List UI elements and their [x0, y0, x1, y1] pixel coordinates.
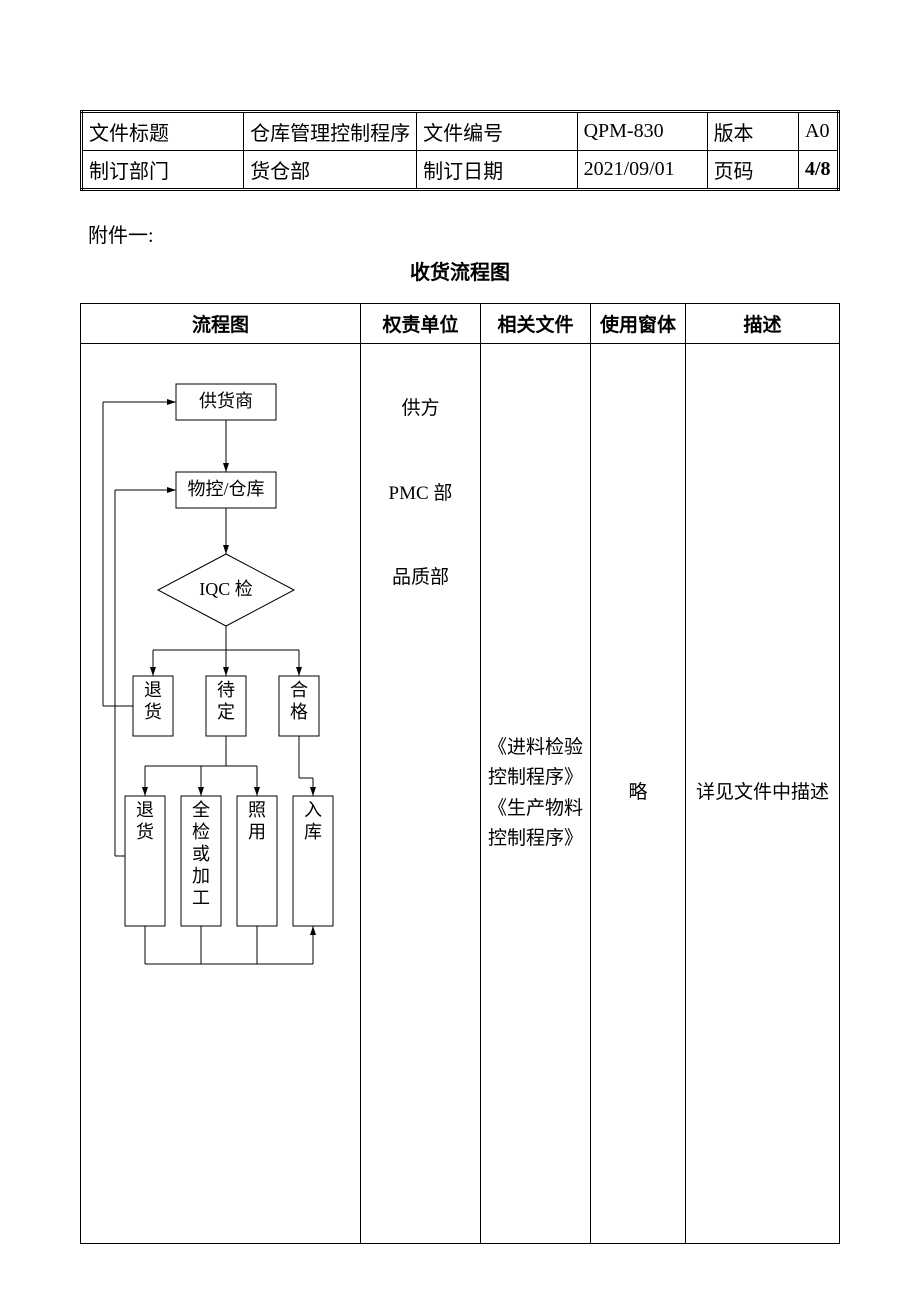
forms-text: 略	[595, 778, 681, 808]
chart-title: 收货流程图	[80, 256, 840, 285]
meta-label: 文件编号	[417, 112, 577, 151]
svg-text:退: 退	[144, 680, 162, 700]
meta-label: 制订部门	[82, 151, 244, 190]
dept-item: 品质部	[365, 565, 476, 592]
col-flow: 流程图	[81, 304, 361, 344]
flow-table: 流程图 权责单位 相关文件 使用窗体 描述 供货商物控/仓库IQC 检退货待定合…	[80, 303, 840, 1244]
related-docs: 《进料检验控制程序》《生产物料控制程序》	[485, 733, 586, 855]
docs-cell: 《进料检验控制程序》《生产物料控制程序》	[481, 344, 591, 1244]
dept-item: 供方	[365, 396, 476, 423]
svg-text:入: 入	[304, 800, 322, 820]
svg-text:工: 工	[192, 888, 210, 908]
meta-label: 页码	[707, 151, 798, 190]
meta-value: 4/8	[799, 151, 839, 190]
svg-text:物控/仓库: 物控/仓库	[187, 479, 264, 499]
col-forms: 使用窗体	[591, 304, 686, 344]
desc-cell: 详见文件中描述	[686, 344, 840, 1244]
svg-text:全: 全	[192, 800, 210, 820]
svg-text:供货商: 供货商	[199, 391, 253, 411]
meta-value: 仓库管理控制程序	[244, 112, 417, 151]
svg-text:加: 加	[192, 866, 210, 886]
svg-text:货: 货	[144, 702, 162, 722]
meta-label: 制订日期	[417, 151, 577, 190]
meta-label: 版本	[707, 112, 798, 151]
svg-text:货: 货	[136, 822, 154, 842]
dept-item: PMC 部	[365, 481, 476, 508]
meta-value: 货仓部	[244, 151, 417, 190]
meta-value: 2021/09/01	[577, 151, 707, 190]
svg-text:库: 库	[304, 822, 322, 842]
meta-label: 文件标题	[82, 112, 244, 151]
flowchart-cell: 供货商物控/仓库IQC 检退货待定合格退货全检或加工照用入库	[81, 344, 361, 1244]
svg-text:定: 定	[217, 702, 235, 722]
svg-text:用: 用	[248, 822, 266, 842]
flowchart-svg: 供货商物控/仓库IQC 检退货待定合格退货全检或加工照用入库	[81, 344, 361, 1244]
forms-cell: 略	[591, 344, 686, 1244]
col-docs: 相关文件	[481, 304, 591, 344]
col-desc: 描述	[686, 304, 840, 344]
svg-text:合: 合	[290, 680, 308, 700]
attachment-label: 附件一:	[88, 219, 840, 248]
svg-text:检: 检	[192, 822, 210, 842]
svg-text:IQC 检: IQC 检	[199, 579, 253, 599]
svg-text:退: 退	[136, 800, 154, 820]
svg-text:或: 或	[192, 844, 210, 864]
meta-value: A0	[799, 112, 839, 151]
svg-text:待: 待	[217, 680, 235, 700]
dept-cell: 供方 PMC 部 品质部	[361, 344, 481, 1244]
meta-table: 文件标题 仓库管理控制程序 文件编号 QPM-830 版本 A0 制订部门 货仓…	[80, 110, 840, 191]
meta-value: QPM-830	[577, 112, 707, 151]
col-dept: 权责单位	[361, 304, 481, 344]
desc-text: 详见文件中描述	[690, 778, 835, 808]
svg-text:照: 照	[248, 800, 266, 820]
svg-text:格: 格	[290, 702, 308, 722]
